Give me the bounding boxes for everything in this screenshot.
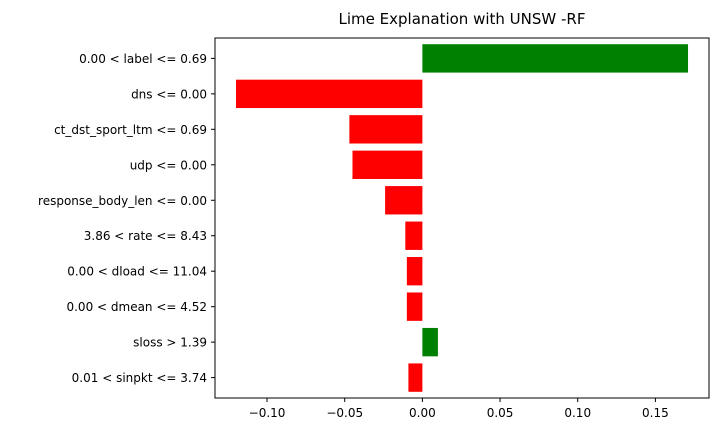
x-tick-label: −0.05: [326, 406, 363, 420]
y-tick-label: 3.86 < rate <= 8.43: [84, 229, 207, 243]
bar: [406, 292, 423, 321]
bars-layer: [235, 44, 689, 392]
bar: [408, 363, 423, 392]
bar: [406, 257, 423, 286]
bar: [385, 186, 423, 215]
bar: [235, 79, 423, 109]
y-axis: 0.00 < label <= 0.69 dns <= 0.00 ct_dst_sp…: [38, 52, 215, 385]
y-tick-label: 0.00 < label <= 0.69: [79, 52, 207, 66]
y-tick-label: response_body_len <= 0.00: [38, 194, 207, 208]
plot-area-frame: [214, 37, 710, 399]
y-tick-label: udp <= 0.00: [130, 158, 207, 172]
bar: [422, 327, 438, 357]
bar: [422, 44, 689, 73]
y-tick-label: sloss > 1.39: [133, 336, 207, 350]
bar: [405, 221, 423, 250]
bar: [352, 150, 423, 179]
y-tick-label: 0.00 < dload <= 11.04: [67, 265, 207, 279]
x-tick-label: 0.10: [564, 406, 591, 420]
x-axis: −0.10 −0.05 0.00 0.05 0.10 0.15: [249, 398, 669, 420]
x-tick-label: 0.05: [487, 406, 514, 420]
x-tick-label: 0.00: [409, 406, 436, 420]
bar: [349, 115, 423, 144]
x-tick-label: −0.10: [249, 406, 286, 420]
y-tick-label: dns <= 0.00: [131, 87, 207, 101]
y-tick-label: ct_dst_sport_ltm <= 0.69: [54, 123, 207, 137]
y-tick-label: 0.01 < sinpkt <= 3.74: [72, 371, 207, 385]
y-tick-label: 0.00 < dmean <= 4.52: [66, 300, 207, 314]
x-tick-label: 0.15: [642, 406, 669, 420]
chart-title: Lime Explanation with UNSW -RF: [339, 10, 586, 28]
